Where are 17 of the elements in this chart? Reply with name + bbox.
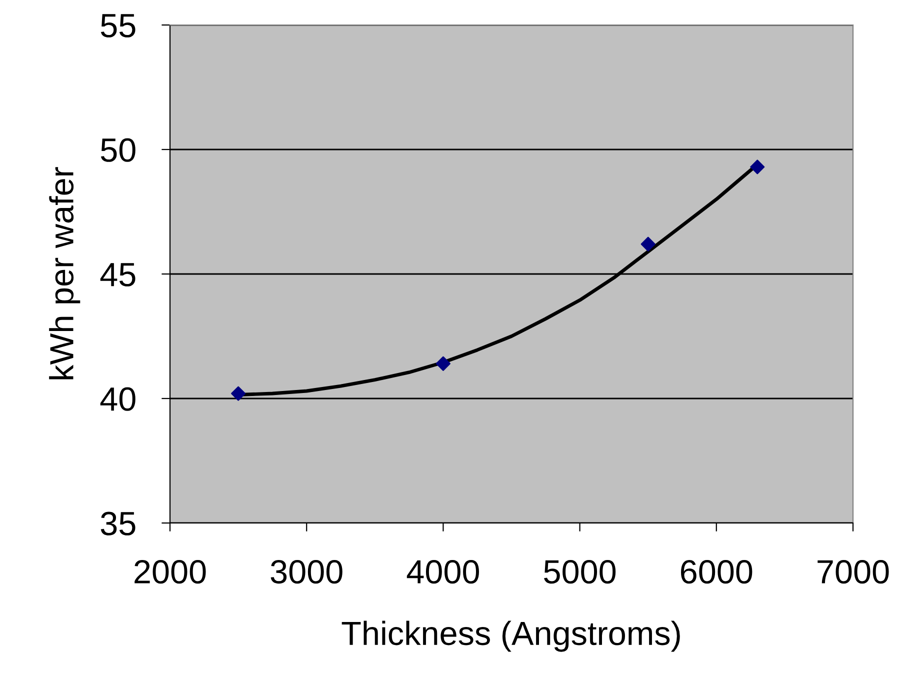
point xyxy=(436,356,450,371)
x-tick-label: 3000 xyxy=(270,560,342,584)
x-axis-title: Thickness (Angstroms) xyxy=(342,620,680,652)
y-axis-title: kWh per wafer xyxy=(49,167,80,380)
x-tick-label: 4000 xyxy=(406,560,479,584)
point xyxy=(750,160,765,174)
y-tick-label: 35 xyxy=(100,512,136,536)
y-tick-label: 55 xyxy=(100,14,136,38)
x-tick-label: 6000 xyxy=(681,560,752,584)
point xyxy=(640,236,656,252)
y-tick-label: 45 xyxy=(100,263,136,286)
x-tick-label: 5000 xyxy=(544,560,616,584)
x-tick-label: 7000 xyxy=(818,560,889,584)
point xyxy=(231,386,246,401)
y-tick-label: 50 xyxy=(100,138,136,162)
y-tick-label: 40 xyxy=(100,387,136,411)
x-tick-label: 2000 xyxy=(134,560,206,584)
